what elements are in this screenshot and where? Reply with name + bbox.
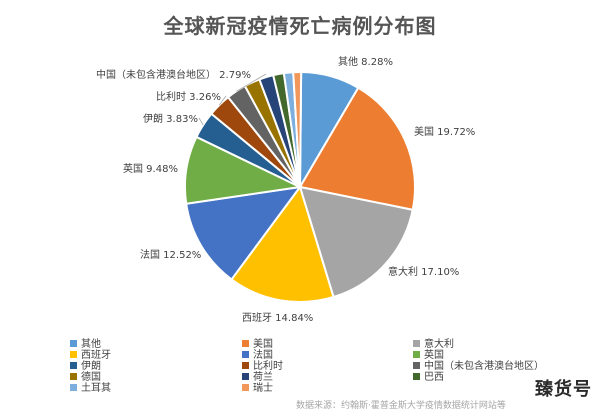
- pie-slices: [184, 70, 416, 303]
- legend-label-2: 意大利: [424, 337, 454, 350]
- legend-swatch-8: [413, 362, 420, 369]
- legend-swatch-12: [70, 384, 77, 391]
- legend-label-11: 巴西: [424, 371, 444, 383]
- pie-slice-2: [298, 185, 414, 299]
- legend-swatch-0: [70, 340, 77, 347]
- pie-slice-1: [298, 86, 416, 212]
- slice-label-5: 英国 9.48%: [123, 162, 178, 175]
- legend-swatch-7: [242, 362, 249, 369]
- watermark-logo: 臻货号: [533, 375, 594, 401]
- slice-label-3: 西班牙 14.84%: [242, 312, 313, 324]
- legend-swatch-6: [70, 362, 77, 369]
- legend-label-4: 法国: [253, 348, 273, 361]
- legend-swatch-2: [413, 340, 420, 347]
- source-note: 数据来源：约翰斯·霍普金斯大学疫情数据统计网站等: [296, 401, 506, 411]
- legend-label-3: 西班牙: [81, 349, 111, 361]
- slice-label-7: 比利时 3.26%: [156, 91, 221, 103]
- legend-label-13: 瑞士: [253, 381, 273, 394]
- legend-label-12: 土耳其: [81, 381, 111, 394]
- slice-label-1: 美国 19.72%: [414, 125, 475, 138]
- legend-swatch-5: [413, 351, 420, 358]
- slice-label-8: 中国（未包含港澳台地区） 2.79%: [96, 68, 251, 81]
- leader-line-6: [198, 117, 204, 126]
- leader-line-7: [218, 95, 227, 106]
- pie-slice-4: [185, 185, 303, 281]
- leader-line-8: [236, 73, 267, 92]
- slice-label-0: 其他 8.28%: [338, 55, 393, 68]
- legend-swatch-10: [242, 373, 249, 380]
- slice-label-6: 伊朗 3.83%: [143, 113, 198, 125]
- legend-swatch-4: [242, 351, 249, 358]
- legend-swatch-3: [70, 351, 77, 358]
- legend-swatch-13: [242, 384, 249, 391]
- pie-slice-13: [292, 71, 303, 188]
- legend-label-5: 英国: [424, 348, 444, 361]
- legend-label-0: 其他: [81, 337, 101, 350]
- slice-label-2: 意大利 17.10%: [388, 265, 459, 278]
- chart-title: 全球新冠疫情死亡病例分布图: [163, 14, 437, 38]
- legend-label-6: 伊朗: [81, 360, 101, 372]
- legend-label-9: 德国: [81, 370, 101, 383]
- legend-label-1: 美国: [253, 337, 273, 350]
- legend-swatch-9: [70, 373, 77, 380]
- pie-slice-3: [230, 184, 335, 303]
- legend-swatch-11: [413, 373, 420, 380]
- legend-label-7: 比利时: [253, 360, 283, 372]
- slice-label-4: 法国 12.52%: [140, 248, 201, 261]
- legend-swatch-1: [242, 340, 249, 347]
- legend-label-10: 荷兰: [253, 370, 273, 383]
- legend-label-8: 中国（未包含港澳台地区）: [424, 359, 544, 372]
